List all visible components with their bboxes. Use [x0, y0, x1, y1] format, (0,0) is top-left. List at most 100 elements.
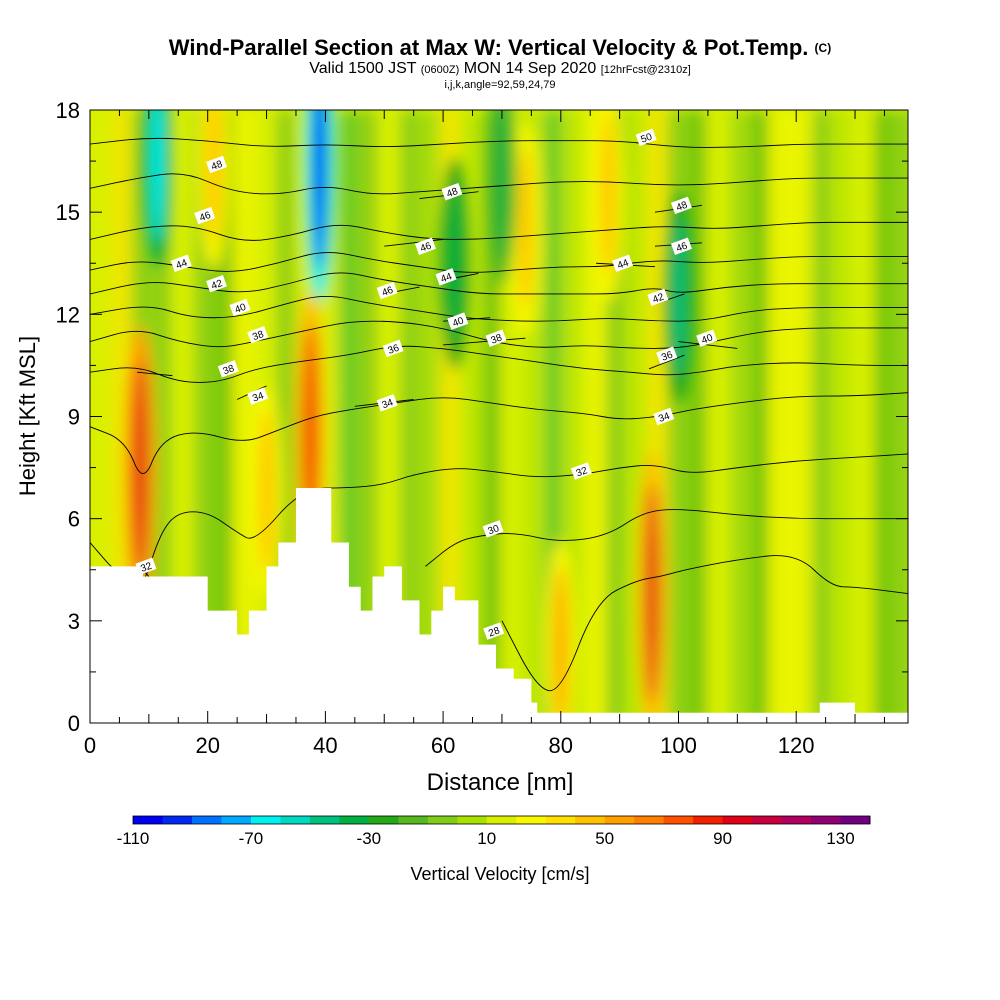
field-band	[872, 110, 894, 723]
updraft-core	[518, 147, 533, 311]
colorbar-swatch	[427, 816, 458, 824]
y-tick-label: 0	[68, 711, 80, 736]
contour-label: 48	[670, 196, 692, 215]
contour-label: 30	[482, 520, 504, 538]
contour-label: 36	[656, 346, 678, 364]
contour-label-text: 32	[575, 465, 590, 479]
contour-label-text: 44	[616, 257, 631, 271]
contour-label: 48	[441, 183, 463, 201]
colorbar-tick-label: 130	[826, 829, 854, 848]
contour-label-text: 36	[386, 343, 401, 357]
colorbar-swatch	[722, 816, 753, 824]
colorbar-swatch	[663, 816, 694, 824]
contour-label: 28	[483, 622, 505, 640]
theta-contour-34	[90, 392, 908, 474]
colorbar-swatch	[693, 816, 724, 824]
colorbar-swatch	[398, 816, 429, 824]
contour-label: 34	[247, 387, 269, 405]
colorbar-swatch	[840, 816, 871, 824]
x-tick-label: 120	[778, 733, 815, 758]
contour-label: 44	[612, 254, 634, 272]
colorbar-swatch	[781, 816, 812, 824]
y-axis-label: Height [Kft MSL]	[15, 336, 40, 496]
contour-label: 32	[135, 557, 157, 576]
contour-label-text: 46	[198, 210, 213, 224]
colorbar-tick-label: -70	[239, 829, 264, 848]
colorbar-tick-label: 10	[477, 829, 496, 848]
theta-contour-38	[443, 337, 526, 346]
colorbar-tick-label: 50	[595, 829, 614, 848]
contour-label: 46	[414, 237, 436, 255]
y-tick-label: 18	[56, 98, 80, 123]
x-tick-label: 20	[195, 733, 219, 758]
contour-label: 50	[635, 128, 657, 146]
colorbar-swatch	[604, 816, 635, 824]
contour-label-text: 48	[675, 200, 690, 214]
colorbar-tick-label: -30	[357, 829, 382, 848]
downdraft-core	[671, 215, 686, 380]
theta-contour-38	[90, 320, 908, 349]
contour-label-text: 42	[210, 278, 225, 292]
colorbar-swatch	[516, 816, 547, 824]
contour-label: 34	[653, 407, 675, 426]
contour-label-text: 42	[651, 291, 666, 305]
field-band	[357, 110, 379, 723]
contour-label-text: 44	[439, 271, 454, 285]
field-band	[831, 110, 853, 723]
contour-label-text: 38	[489, 332, 504, 346]
field-band	[852, 110, 873, 723]
x-tick-label: 0	[84, 733, 96, 758]
theta-contour-28	[501, 555, 908, 692]
field-band	[810, 110, 832, 723]
colorbar-swatch	[368, 816, 399, 824]
contour-label: 36	[382, 339, 404, 358]
colorbar-swatch	[309, 816, 340, 824]
downdraft-core	[448, 181, 462, 345]
contour-label: 40	[447, 312, 469, 330]
field-band	[790, 110, 811, 723]
theta-contour-36	[648, 354, 685, 370]
grid-indices: i,j,k,angle=92,59,24,79	[444, 79, 556, 91]
colorbar-swatch	[339, 816, 370, 824]
contour-label-text: 46	[675, 240, 690, 254]
colorbar-swatch	[811, 816, 842, 824]
colorbar-tick-label: -110	[117, 829, 150, 848]
contour-label-text: 32	[139, 561, 154, 575]
theta-contour-46	[384, 238, 444, 247]
contour-label: 42	[647, 288, 669, 307]
field-band	[728, 110, 750, 723]
contour-label: 40	[229, 298, 251, 317]
y-tick-label: 15	[56, 200, 80, 225]
copyright-mark: (C)	[814, 41, 832, 55]
theta-contour-38	[137, 371, 173, 377]
field-band	[213, 110, 235, 723]
contour-label-text: 36	[660, 349, 675, 363]
theta-contour-44	[90, 252, 908, 273]
contour-label: 48	[206, 155, 228, 174]
contour-label-text: 50	[640, 131, 655, 145]
field-band	[687, 110, 708, 723]
contour-label: 44	[435, 268, 457, 286]
y-tick-label: 6	[68, 507, 80, 532]
y-tick-label: 12	[56, 302, 80, 327]
field-band	[749, 110, 770, 723]
contour-label-text: 38	[222, 363, 237, 377]
contour-label-text: 46	[381, 285, 396, 299]
chart-subtitle: Valid 1500 JST (0600Z) MON 14 Sep 2020 […	[309, 60, 691, 77]
colorbar-swatch	[133, 816, 163, 824]
y-tick-label: 9	[68, 405, 80, 430]
theta-contour-50	[90, 137, 908, 148]
theta-contour-46	[90, 221, 908, 241]
contour-label: 34	[376, 394, 398, 412]
colorbar-swatch	[221, 816, 252, 824]
colorbar-swatch	[752, 816, 783, 824]
colorbar-swatch	[486, 816, 517, 824]
updraft-core	[554, 566, 568, 723]
terrain	[90, 488, 908, 723]
colorbar-swatch	[634, 816, 665, 824]
contour-label: 46	[194, 206, 216, 225]
colorbar: -110 -70 -30 10 50 90 130	[117, 815, 871, 848]
